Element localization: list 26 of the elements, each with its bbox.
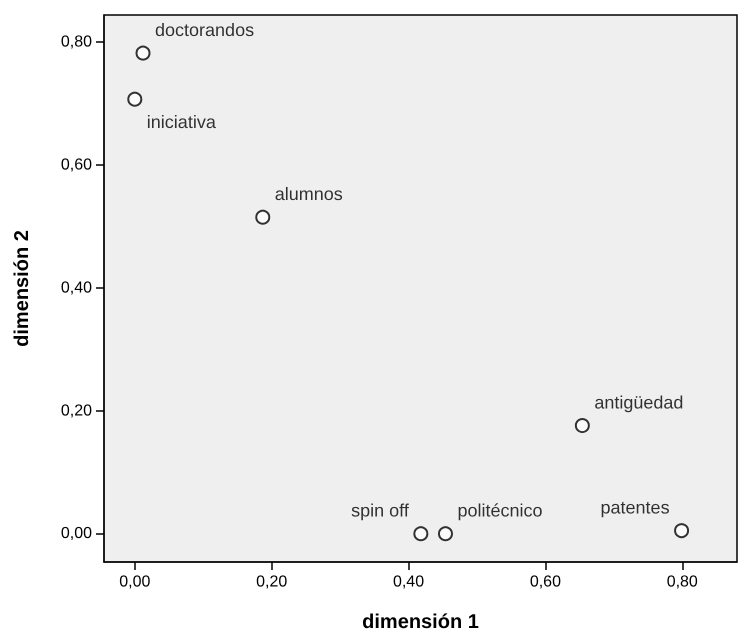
x-tick-label: 0,00 — [119, 574, 150, 590]
x-tick-label: 0,40 — [392, 574, 424, 590]
point — [255, 210, 270, 225]
y-tick-label: 0,20 — [60, 402, 92, 420]
y-tick-label: 0,00 — [60, 525, 92, 542]
point — [438, 526, 453, 542]
y-tick-label: 0,60 — [60, 156, 92, 174]
point — [136, 46, 151, 61]
point — [127, 92, 142, 107]
annotation: iniciativa — [146, 112, 217, 132]
point — [413, 526, 428, 542]
x-tick-label: 0,80 — [666, 574, 698, 590]
annotation: antigüedad — [594, 392, 684, 413]
annotation: alumnos — [274, 184, 343, 204]
annotation: doctorandos — [155, 20, 254, 40]
x-tick-label: 0,20 — [256, 574, 288, 590]
annotation: politécnico — [457, 500, 543, 521]
y-axis-title: dimensión 2 — [11, 230, 33, 347]
annotation: patentes — [600, 498, 670, 518]
y-tick-label: 0,80 — [60, 34, 92, 51]
x-tick-label: 0,60 — [530, 574, 562, 590]
annotation: spin off — [351, 500, 410, 521]
point — [574, 418, 590, 434]
x-axis-title: dimensión 1 — [362, 611, 479, 633]
y-tick-label: 0,40 — [60, 279, 92, 296]
point — [674, 523, 690, 538]
